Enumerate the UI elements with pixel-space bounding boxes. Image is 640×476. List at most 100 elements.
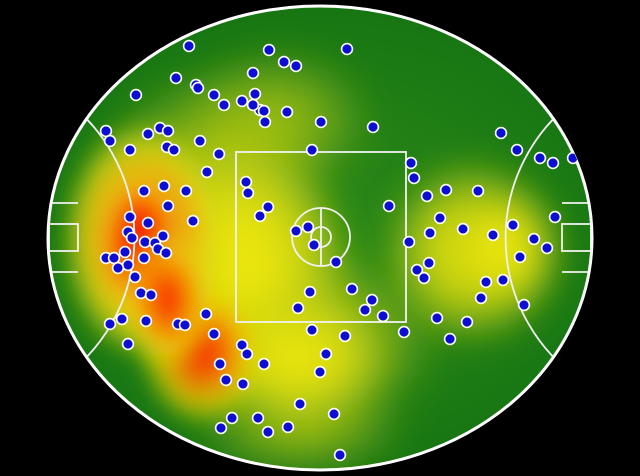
event-marker[interactable]	[540, 241, 554, 255]
event-marker[interactable]	[156, 229, 170, 243]
event-marker[interactable]	[506, 218, 520, 232]
event-marker[interactable]	[225, 411, 239, 425]
event-marker[interactable]	[141, 216, 155, 230]
event-marker[interactable]	[144, 288, 158, 302]
event-marker[interactable]	[313, 365, 327, 379]
event-marker[interactable]	[494, 126, 508, 140]
event-marker[interactable]	[397, 325, 411, 339]
event-marker[interactable]	[118, 245, 132, 259]
event-marker[interactable]	[423, 226, 437, 240]
event-marker[interactable]	[277, 55, 291, 69]
event-marker[interactable]	[314, 115, 328, 129]
event-marker[interactable]	[433, 211, 447, 225]
event-marker[interactable]	[382, 199, 396, 213]
event-marker[interactable]	[207, 88, 221, 102]
event-marker[interactable]	[366, 120, 380, 134]
event-marker[interactable]	[280, 105, 294, 119]
event-marker[interactable]	[186, 214, 200, 228]
event-marker[interactable]	[281, 420, 295, 434]
event-marker[interactable]	[178, 318, 192, 332]
event-marker[interactable]	[212, 147, 226, 161]
event-marker[interactable]	[303, 285, 317, 299]
event-marker[interactable]	[460, 315, 474, 329]
event-marker[interactable]	[407, 171, 421, 185]
event-marker[interactable]	[121, 258, 135, 272]
event-marker[interactable]	[246, 98, 260, 112]
event-marker[interactable]	[121, 337, 135, 351]
event-marker[interactable]	[307, 238, 321, 252]
event-marker[interactable]	[456, 222, 470, 236]
event-marker[interactable]	[123, 210, 137, 224]
event-marker[interactable]	[246, 66, 260, 80]
event-marker[interactable]	[291, 301, 305, 315]
event-marker[interactable]	[103, 317, 117, 331]
event-marker[interactable]	[214, 421, 228, 435]
event-marker[interactable]	[240, 347, 254, 361]
event-marker[interactable]	[474, 291, 488, 305]
event-marker[interactable]	[546, 156, 560, 170]
event-marker[interactable]	[261, 425, 275, 439]
event-marker[interactable]	[345, 282, 359, 296]
event-marker[interactable]	[125, 231, 139, 245]
event-marker[interactable]	[200, 165, 214, 179]
event-marker[interactable]	[167, 143, 181, 157]
event-marker[interactable]	[236, 377, 250, 391]
event-marker[interactable]	[301, 220, 315, 234]
event-marker[interactable]	[137, 251, 151, 265]
event-marker[interactable]	[329, 255, 343, 269]
event-marker[interactable]	[410, 263, 424, 277]
event-marker[interactable]	[213, 357, 227, 371]
event-marker[interactable]	[111, 261, 125, 275]
event-marker[interactable]	[257, 104, 271, 118]
event-marker[interactable]	[99, 124, 113, 138]
event-marker[interactable]	[137, 184, 151, 198]
event-marker[interactable]	[257, 357, 271, 371]
event-marker[interactable]	[129, 88, 143, 102]
event-marker[interactable]	[305, 323, 319, 337]
event-marker[interactable]	[293, 397, 307, 411]
event-marker[interactable]	[319, 347, 333, 361]
event-marker[interactable]	[420, 189, 434, 203]
event-marker[interactable]	[443, 332, 457, 346]
event-marker[interactable]	[179, 184, 193, 198]
event-marker[interactable]	[139, 314, 153, 328]
event-marker[interactable]	[107, 251, 121, 265]
event-marker[interactable]	[182, 39, 196, 53]
event-marker[interactable]	[261, 200, 275, 214]
event-marker[interactable]	[134, 286, 148, 300]
event-marker[interactable]	[262, 43, 276, 57]
event-marker[interactable]	[253, 209, 267, 223]
event-marker[interactable]	[289, 59, 303, 73]
event-marker[interactable]	[486, 228, 500, 242]
event-marker[interactable]	[527, 232, 541, 246]
event-marker[interactable]	[219, 373, 233, 387]
event-marker[interactable]	[248, 87, 262, 101]
event-marker[interactable]	[157, 179, 171, 193]
event-marker[interactable]	[141, 127, 155, 141]
event-marker[interactable]	[479, 275, 493, 289]
event-marker[interactable]	[138, 235, 152, 249]
event-marker[interactable]	[161, 199, 175, 213]
event-marker[interactable]	[239, 175, 253, 189]
event-marker[interactable]	[305, 143, 319, 157]
event-marker[interactable]	[161, 124, 175, 138]
event-marker[interactable]	[471, 184, 485, 198]
event-marker[interactable]	[159, 246, 173, 260]
event-marker[interactable]	[191, 81, 205, 95]
event-marker[interactable]	[103, 134, 117, 148]
event-marker[interactable]	[430, 311, 444, 325]
event-marker[interactable]	[517, 298, 531, 312]
event-marker[interactable]	[513, 250, 527, 264]
event-marker[interactable]	[358, 303, 372, 317]
event-marker[interactable]	[327, 407, 341, 421]
event-marker[interactable]	[169, 71, 183, 85]
event-marker[interactable]	[333, 448, 347, 462]
event-marker[interactable]	[365, 293, 379, 307]
event-marker[interactable]	[533, 151, 547, 165]
event-marker[interactable]	[123, 143, 137, 157]
event-marker[interactable]	[217, 98, 231, 112]
event-marker[interactable]	[340, 42, 354, 56]
event-marker[interactable]	[115, 312, 129, 326]
event-marker[interactable]	[251, 411, 265, 425]
event-marker[interactable]	[496, 273, 510, 287]
